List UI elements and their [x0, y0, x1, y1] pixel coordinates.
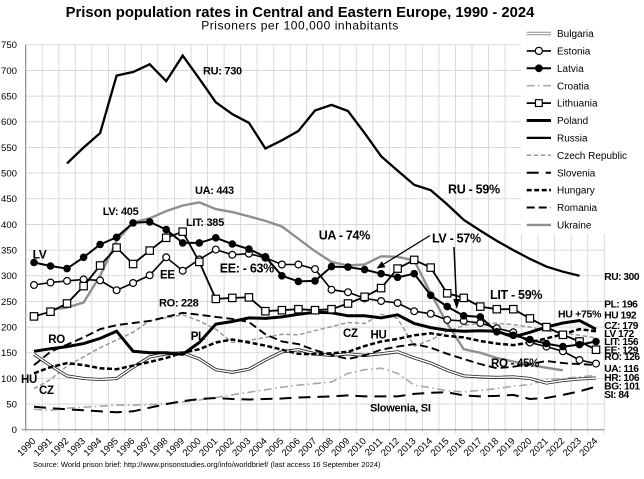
svg-text:RO: RO [48, 334, 65, 346]
svg-text:Lithuania: Lithuania [557, 99, 598, 110]
svg-text:Croatia: Croatia [557, 81, 590, 92]
svg-text:Romania: Romania [557, 203, 597, 214]
svg-text:EE: - 63%: EE: - 63% [220, 261, 274, 275]
svg-text:LIT: 156: LIT: 156 [604, 337, 639, 348]
svg-text:50: 50 [6, 400, 17, 411]
svg-text:450: 450 [1, 194, 17, 205]
svg-text:650: 650 [1, 92, 17, 103]
svg-text:300: 300 [1, 271, 17, 282]
svg-text:500: 500 [1, 169, 17, 180]
svg-text:200: 200 [1, 323, 17, 334]
svg-text:HU +75%: HU +75% [558, 309, 602, 321]
svg-text:Estonia: Estonia [557, 47, 591, 58]
svg-text:CZ: CZ [343, 328, 358, 340]
svg-text:Bulgaria: Bulgaria [557, 29, 594, 40]
svg-text:HU 192: HU 192 [604, 310, 637, 321]
svg-text:RO - 45%: RO - 45% [491, 358, 539, 370]
svg-text:RU - 59%: RU - 59% [448, 183, 500, 197]
svg-text:EE: EE [160, 270, 175, 282]
svg-text:Source: World prison brief: ht: Source: World prison brief: http://www.p… [33, 460, 381, 469]
svg-text:LV: LV [33, 247, 47, 261]
svg-text:0: 0 [12, 425, 17, 436]
svg-text:RU: 300: RU: 300 [604, 272, 640, 283]
svg-text:750: 750 [1, 40, 17, 51]
svg-text:600: 600 [1, 117, 17, 128]
svg-text:700: 700 [1, 66, 17, 77]
svg-text:PL: 196: PL: 196 [604, 300, 638, 311]
svg-text:LV: 405: LV: 405 [103, 206, 139, 218]
svg-text:CZ: CZ [39, 385, 54, 397]
svg-text:Hungary: Hungary [557, 186, 595, 197]
svg-text:PL: PL [191, 331, 205, 343]
svg-text:Prisoners per 100,000 inhabita: Prisoners per 100,000 inhabitants [201, 19, 399, 33]
svg-text:Poland: Poland [557, 116, 588, 127]
svg-text:Slowenia, SI: Slowenia, SI [370, 403, 431, 415]
svg-text:CZ: 179: CZ: 179 [604, 321, 638, 332]
svg-text:100: 100 [1, 374, 17, 385]
svg-text:UA - 74%: UA - 74% [319, 228, 371, 242]
svg-text:150: 150 [1, 348, 17, 359]
svg-text:HU: HU [371, 329, 387, 341]
svg-text:Slovenia: Slovenia [557, 168, 596, 179]
svg-text:Prison population rates in Cen: Prison population rates in Central and E… [66, 5, 535, 21]
svg-text:350: 350 [1, 246, 17, 257]
svg-text:250: 250 [1, 297, 17, 308]
svg-text:LV 172: LV 172 [604, 329, 634, 340]
svg-text:EE: 129: EE: 129 [604, 345, 638, 356]
svg-text:RO: 228: RO: 228 [159, 298, 199, 310]
svg-text:RU: 730: RU: 730 [203, 66, 242, 78]
svg-text:LIT: 385: LIT: 385 [186, 217, 224, 229]
svg-text:SI: 84: SI: 84 [604, 390, 629, 401]
svg-text:BG: 101: BG: 101 [604, 382, 640, 393]
svg-text:HR: 106: HR: 106 [604, 373, 640, 384]
svg-text:400: 400 [1, 220, 17, 231]
svg-text:Russia: Russia [557, 134, 588, 145]
svg-text:550: 550 [1, 143, 17, 154]
svg-text:Ukraine: Ukraine [557, 221, 592, 232]
svg-text:Czech Republic: Czech Republic [557, 151, 627, 162]
svg-text:HU: HU [21, 374, 37, 386]
svg-text:Latvia: Latvia [557, 64, 584, 75]
svg-text:RO: 126: RO: 126 [604, 352, 640, 363]
svg-text:UA: 116: UA: 116 [604, 364, 639, 375]
svg-text:UA: 443: UA: 443 [195, 185, 234, 197]
svg-text:LV - 57%: LV - 57% [432, 231, 481, 245]
svg-text:LIT - 59%: LIT - 59% [490, 288, 542, 302]
